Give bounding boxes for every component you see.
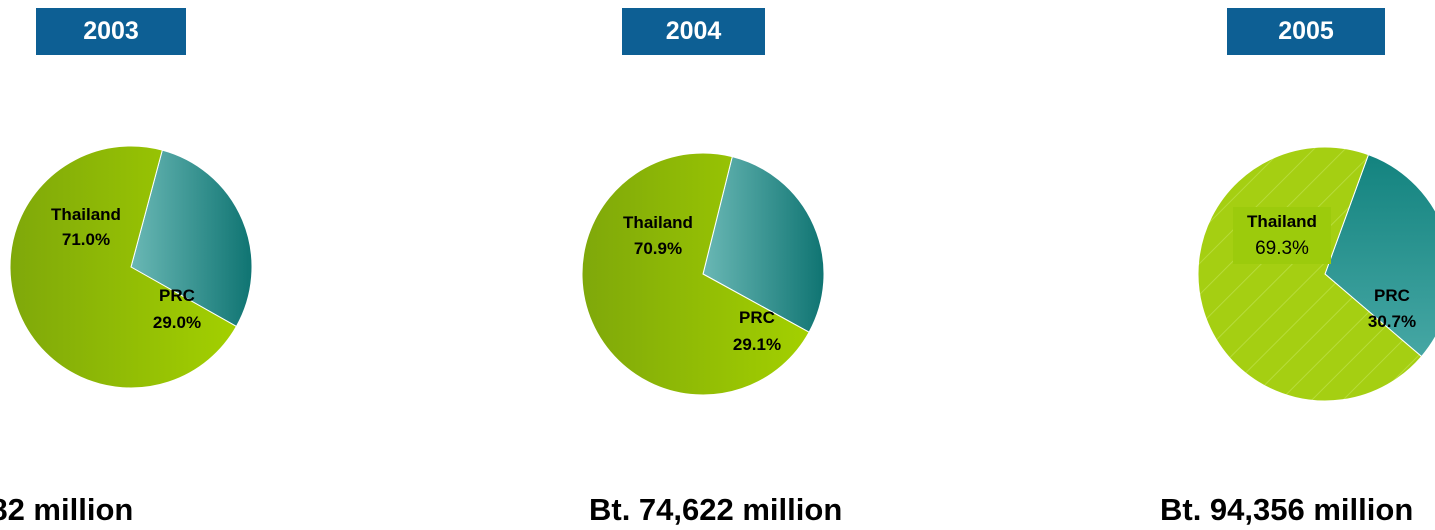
slice-label-prc-2004: PRC — [739, 308, 775, 327]
total-2004: Bt. 74,622 million — [589, 492, 843, 527]
pie-slice-thailand-2004 — [581, 152, 810, 396]
pie-2005 — [1197, 146, 1435, 402]
pie-2003 — [9, 145, 253, 389]
slice-value-thailand-2003: 71.0% — [62, 230, 110, 249]
total-2005: Bt. 94,356 million — [1160, 492, 1414, 527]
pie-slice-prc-2004 — [702, 155, 825, 333]
year-badge-2004: 2004 — [622, 8, 765, 55]
pie-slice-prc-2005 — [1324, 154, 1435, 358]
slice-label-prc-2005: PRC — [1374, 286, 1410, 305]
slice-label-prc-2003: PRC — [159, 286, 195, 305]
slice-value-prc-2005: 30.7% — [1368, 312, 1416, 331]
slice-label-thailand-2004: Thailand — [623, 213, 693, 232]
slice-value-thailand-2005: 69.3% — [1255, 238, 1309, 259]
year-badge-2003: 2003 — [36, 8, 186, 55]
slice-label-thailand-2003: Thailand — [51, 205, 121, 224]
slice-value-thailand-2004: 70.9% — [634, 239, 682, 258]
slice-label-thailand-2005: Thailand — [1247, 212, 1317, 231]
pie-2004 — [581, 152, 825, 396]
slice-value-prc-2004: 29.1% — [733, 335, 781, 354]
slice-value-prc-2003: 29.0% — [153, 313, 201, 332]
year-badge-2005: 2005 — [1227, 8, 1385, 55]
pie-slice-thailand-2003 — [9, 145, 238, 389]
total-2003: 58,382 million — [0, 492, 134, 527]
pie-slice-prc-2003 — [130, 149, 253, 328]
thailand-label-box-2005 — [1233, 207, 1331, 264]
